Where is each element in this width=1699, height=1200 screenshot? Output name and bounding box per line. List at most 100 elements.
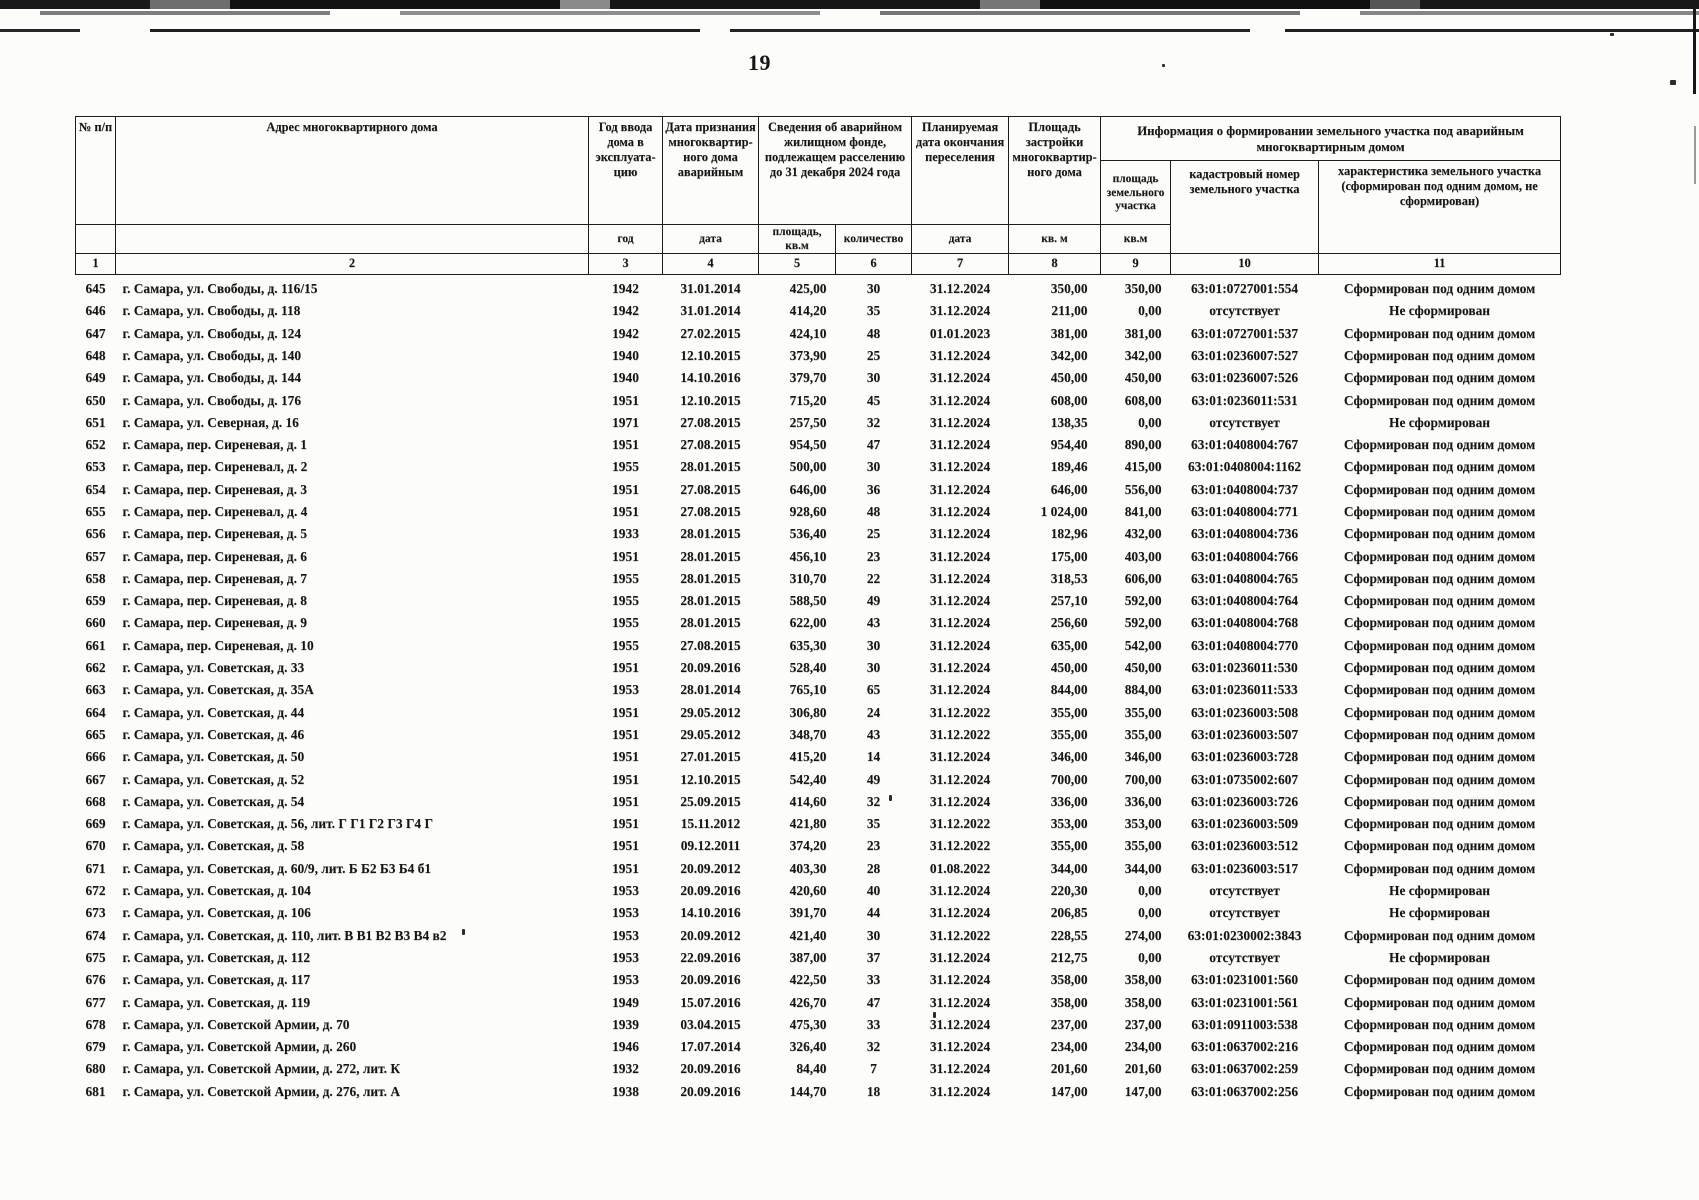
cell-col3: 1955 xyxy=(612,637,639,653)
cell-col2: г. Самара, ул. Свободы, д. 176 xyxy=(122,392,302,408)
cell-col1: 659 xyxy=(85,593,106,609)
cell-col6: 32 xyxy=(866,793,881,809)
cell-col4: 28.01.2015 xyxy=(680,526,741,542)
cell-col2: г. Самара, пер. Сиреневал, д. 2 xyxy=(122,459,308,475)
cell-col11: Сформирован под одним домом xyxy=(1343,1061,1536,1077)
cell-col9: 450,00 xyxy=(1124,660,1162,676)
header-land-area: площадь земельного участка xyxy=(1100,160,1172,225)
unit-area: площадь, кв.м xyxy=(758,223,836,255)
cell-col9: 606,00 xyxy=(1124,570,1162,586)
cell-col6: 23 xyxy=(866,838,881,854)
cell-col2: г. Самара, пер. Сиреневая, д. 3 xyxy=(122,481,307,497)
scan-speck xyxy=(462,929,465,935)
table-row: 669 г. Самара, ул. Советская, д. 56, лит.… xyxy=(76,813,1561,835)
cell-col11: Не сформирован xyxy=(1389,905,1490,921)
table-row: 661 г. Самара, пер. Сиреневая, д. 10 1955 2… xyxy=(76,635,1561,657)
cell-col9: 274,00 xyxy=(1124,927,1162,943)
cell-col1: 676 xyxy=(85,972,106,988)
header-cadastral: кадастровый номер земельного участка xyxy=(1170,159,1320,255)
cell-col4: 27.01.2015 xyxy=(680,749,741,765)
cell-col10: 63:01:0236007:527 xyxy=(1190,347,1299,363)
table-row: 677 г. Самара, ул. Советская, д. 119 1949 1… xyxy=(76,992,1561,1014)
cell-col10: отсутствует xyxy=(1209,883,1280,899)
cell-col9: 381,00 xyxy=(1124,325,1162,341)
cell-col10: 63:01:0236011:531 xyxy=(1191,392,1298,408)
scan-speck xyxy=(889,795,892,801)
table-row: 663 г. Самара, ул. Советская, д. 35А 1953 2… xyxy=(76,679,1561,701)
table-row: 658 г. Самара, пер. Сиреневая, д. 7 1955 28… xyxy=(76,568,1561,590)
column-number: 3 xyxy=(588,253,663,276)
cell-col8: 353,00 xyxy=(1050,816,1088,832)
cell-col6: 49 xyxy=(866,593,881,609)
cell-col1: 662 xyxy=(85,660,106,676)
cell-col2: г. Самара, ул. Советская, д. 44 xyxy=(122,704,305,720)
cell-col4: 28.01.2015 xyxy=(680,615,741,631)
cell-col9: 201,60 xyxy=(1124,1061,1162,1077)
cell-col7: 31.12.2024 xyxy=(929,459,991,475)
table-row: 648 г. Самара, ул. Свободы, д. 140 1940 12.… xyxy=(76,345,1561,367)
cell-col11: Сформирован под одним домом xyxy=(1343,548,1536,564)
table-row: 676 г. Самара, ул. Советская, д. 117 1953 2… xyxy=(76,969,1561,991)
cell-col2: г. Самара, ул. Советская, д. 104 xyxy=(122,883,311,899)
cell-col9: 0,00 xyxy=(1138,414,1162,430)
cell-col9: 234,00 xyxy=(1124,1039,1162,1055)
cell-col1: 670 xyxy=(85,838,106,854)
cell-col11: Сформирован под одним домом xyxy=(1343,816,1536,832)
unit-sqm: кв. м xyxy=(1008,223,1102,255)
cell-col1: 665 xyxy=(85,726,106,742)
cell-col1: 671 xyxy=(85,860,106,876)
cell-col10: 63:01:0408004:771 xyxy=(1190,504,1299,519)
cell-col10: 63:01:0408004:770 xyxy=(1190,637,1299,653)
cell-col1: 657 xyxy=(85,548,106,564)
cell-col11: Сформирован под одним домом xyxy=(1343,860,1536,876)
cell-col6: 35 xyxy=(866,303,881,319)
cell-col8: 450,00 xyxy=(1050,370,1088,386)
cell-col11: Сформирован под одним домом xyxy=(1343,704,1536,720)
cell-col1: 645 xyxy=(85,281,106,297)
cell-col3: 1933 xyxy=(612,526,639,542)
cell-col9: 147,00 xyxy=(1124,1083,1162,1099)
cell-col9: 415,00 xyxy=(1124,459,1162,475)
cell-col4: 14.10.2016 xyxy=(680,905,741,921)
cell-col7: 31.12.2024 xyxy=(929,615,991,631)
cell-col6: 18 xyxy=(866,1083,881,1099)
table-row: 681 г. Самара, ул. Советской Армии, д. 27… xyxy=(76,1081,1561,1103)
cell-col11: Сформирован под одним домом xyxy=(1343,347,1536,363)
cell-col2: г. Самара, ул. Советская, д. 119 xyxy=(122,994,311,1010)
cell-col10: 63:01:0236003:728 xyxy=(1190,749,1299,765)
cell-col9: 450,00 xyxy=(1124,370,1162,386)
cell-col9: 342,00 xyxy=(1124,347,1162,363)
cell-col2: г. Самара, пер. Сиреневал, д. 4 xyxy=(122,504,308,519)
table-row: 651 г. Самара, ул. Северная, д. 16 1971 27.… xyxy=(76,412,1561,434)
cell-col8: 954,40 xyxy=(1050,437,1088,453)
cell-col11: Сформирован под одним домом xyxy=(1343,392,1536,408)
cell-col11: Сформирован под одним домом xyxy=(1343,593,1536,609)
table-row: 667 г. Самара, ул. Советская, д. 52 1951 12… xyxy=(76,769,1561,791)
cell-col1: 653 xyxy=(85,459,106,475)
cell-col2: г. Самара, ул. Советская, д. 112 xyxy=(122,949,311,965)
cell-col5: 379,70 xyxy=(789,370,827,386)
cell-col7: 31.12.2024 xyxy=(929,949,991,965)
cell-col8: 257,10 xyxy=(1050,593,1088,609)
cell-col3: 1951 xyxy=(612,749,639,765)
cell-col2: г. Самара, ул. Советская, д. 110, лит. В… xyxy=(122,927,447,943)
cell-col7: 01.01.2023 xyxy=(929,325,991,341)
scan-speck xyxy=(1670,80,1676,85)
cell-col5: 426,70 xyxy=(789,994,827,1010)
cell-col5: 306,80 xyxy=(789,704,827,720)
cell-col1: 652 xyxy=(85,437,106,453)
cell-col1: 664 xyxy=(85,704,106,720)
cell-col1: 679 xyxy=(85,1039,106,1055)
cell-col7: 31.12.2022 xyxy=(929,816,991,832)
cell-col3: 1951 xyxy=(612,437,639,453)
cell-col7: 31.12.2024 xyxy=(929,749,991,765)
cell-col8: 182,96 xyxy=(1050,526,1088,542)
cell-col2: г. Самара, ул. Свободы, д. 124 xyxy=(122,325,302,341)
cell-col4: 12.10.2015 xyxy=(680,771,741,787)
cell-col6: 30 xyxy=(866,459,881,475)
scan-speck xyxy=(1162,64,1165,67)
cell-col5: 475,30 xyxy=(789,1016,827,1032)
cell-col3: 1955 xyxy=(612,615,639,631)
cell-col3: 1938 xyxy=(612,1083,639,1099)
cell-col6: 36 xyxy=(866,481,881,497)
